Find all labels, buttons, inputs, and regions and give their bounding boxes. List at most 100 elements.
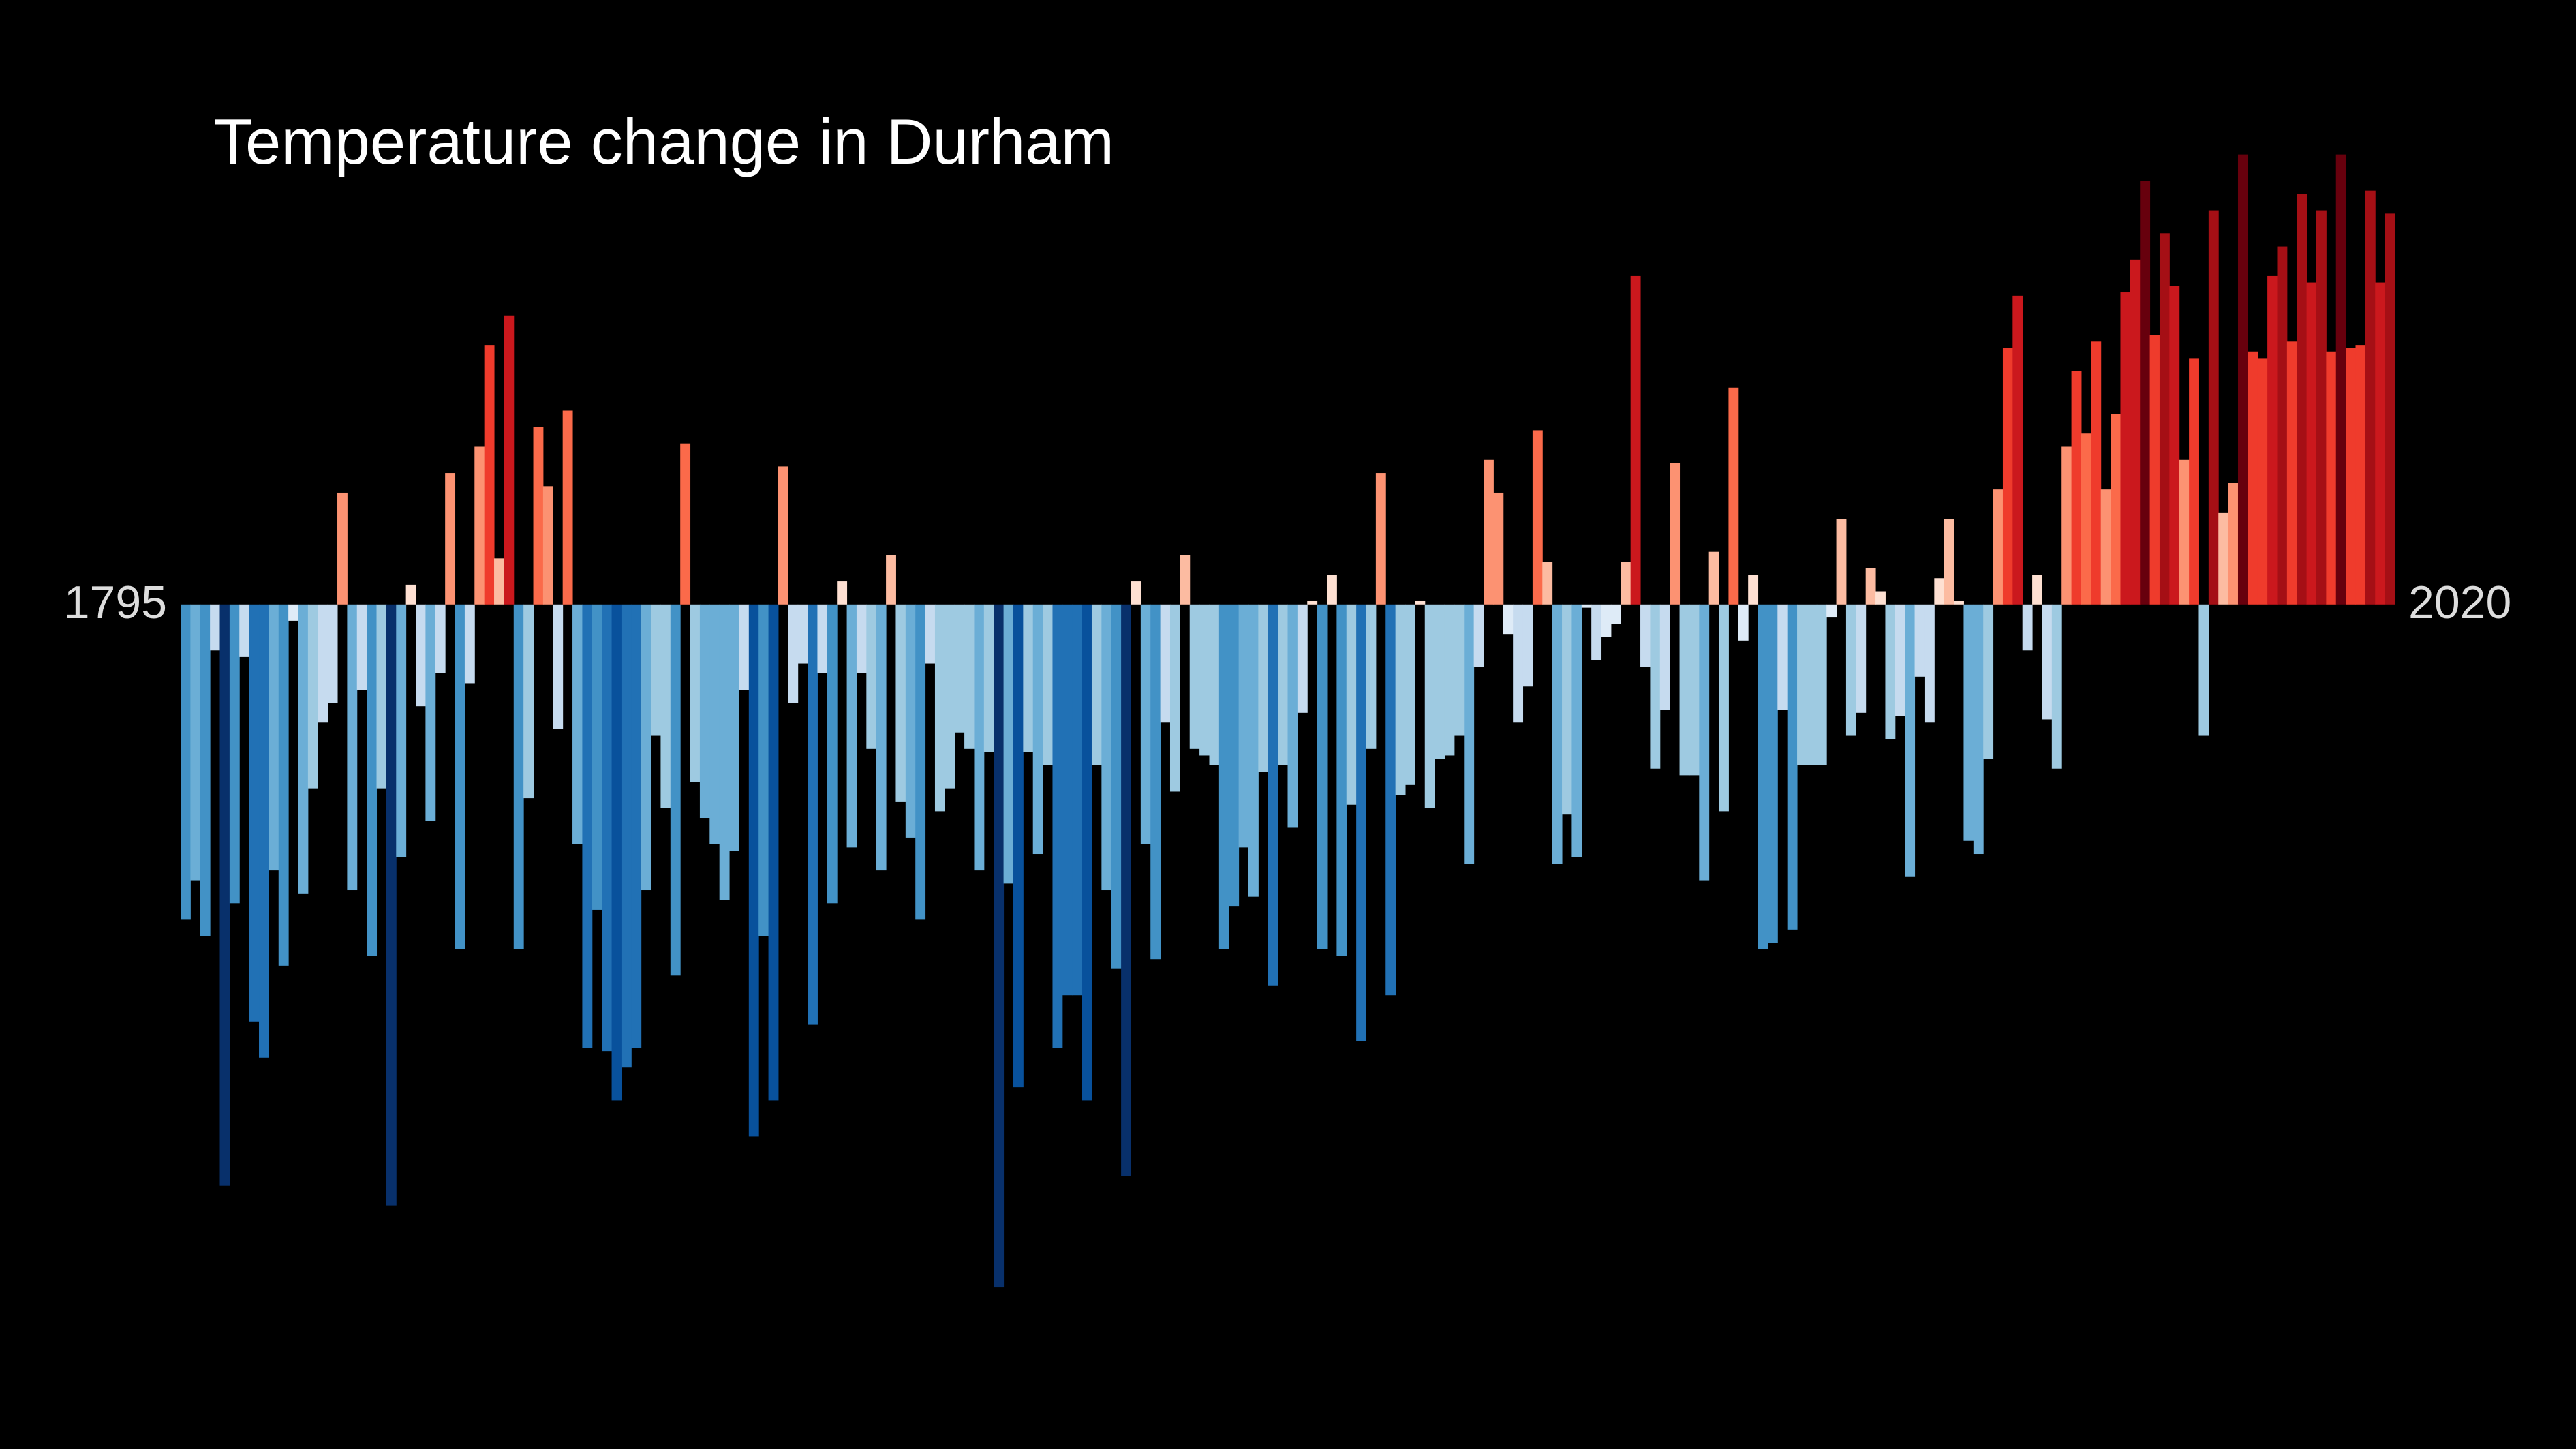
bar (1473, 604, 1484, 667)
bar (729, 604, 739, 851)
bar (778, 466, 788, 605)
bar (2297, 194, 2307, 605)
bar (1062, 604, 1073, 996)
bar (269, 604, 279, 871)
bar (1385, 604, 1396, 996)
bar (318, 604, 328, 723)
bar (827, 604, 838, 904)
bar (2375, 282, 2386, 605)
bar (1973, 604, 1984, 855)
bar (2032, 575, 2042, 605)
bar (719, 604, 730, 900)
bar (1905, 604, 1916, 877)
bar (1738, 604, 1749, 641)
bar (1699, 604, 1710, 881)
bar (1346, 604, 1357, 805)
bar (1150, 604, 1161, 960)
bar (572, 604, 583, 844)
bar (670, 604, 681, 976)
bar (660, 604, 671, 808)
bar (210, 604, 221, 651)
bar (1052, 604, 1063, 1048)
bar (611, 604, 622, 1101)
bar (1845, 604, 1856, 736)
bar (817, 604, 828, 673)
bar (1013, 604, 1024, 1088)
bar (1797, 604, 1807, 765)
bar (1395, 604, 1406, 795)
bar (934, 604, 945, 812)
bar (513, 604, 524, 949)
bar (1571, 604, 1582, 857)
bar (1032, 604, 1043, 855)
bar (278, 604, 289, 966)
bar (1934, 578, 1945, 605)
bar (1405, 604, 1415, 785)
bar (504, 315, 515, 605)
bar (2237, 154, 2248, 605)
bar (307, 604, 318, 789)
bar (1278, 604, 1288, 765)
bar (1435, 604, 1445, 759)
bar (2306, 282, 2317, 605)
bar (327, 604, 338, 703)
bar (905, 604, 916, 838)
bar (2051, 604, 2062, 769)
bar (1169, 604, 1180, 792)
bar (1287, 604, 1298, 828)
bar (1670, 463, 1681, 605)
bar (1209, 604, 1220, 765)
bar (2198, 604, 2209, 736)
bar (1719, 604, 1729, 812)
bar (2346, 348, 2356, 605)
bar (2169, 286, 2180, 605)
bar (2061, 446, 2072, 605)
bar (405, 584, 416, 605)
bar (2012, 295, 2023, 605)
bar (808, 604, 818, 1025)
bar (1072, 604, 1083, 996)
bar (964, 604, 975, 749)
bar (1748, 575, 1759, 605)
bar (190, 604, 201, 881)
bar (1621, 562, 1631, 605)
bar (435, 604, 446, 673)
bar (2267, 275, 2278, 605)
bar (2218, 512, 2229, 605)
bar (1630, 275, 1641, 605)
bar (925, 604, 936, 664)
bar (739, 604, 750, 690)
bar (945, 604, 955, 789)
bar (2385, 213, 2395, 605)
bar (1043, 604, 1053, 765)
bar (1189, 604, 1200, 749)
bar (1924, 604, 1935, 723)
bar (1983, 604, 1994, 759)
bar (2179, 459, 2190, 605)
bar (592, 604, 602, 910)
bar (983, 604, 994, 752)
bar (2149, 335, 2160, 605)
bar (1601, 604, 1612, 637)
bar (1807, 604, 1818, 765)
bar (1758, 604, 1768, 949)
bar (2208, 210, 2219, 605)
bar (1708, 551, 1719, 605)
bar (788, 604, 799, 703)
bar (680, 443, 691, 605)
bar (533, 427, 544, 605)
bar (181, 604, 191, 920)
bar (1591, 604, 1602, 660)
bar (876, 604, 887, 871)
bar (895, 604, 906, 802)
bar (2335, 154, 2346, 605)
bar (1728, 387, 1739, 605)
bar (866, 604, 877, 749)
x-tick-label: 1795 (64, 577, 167, 628)
bar (2130, 259, 2141, 605)
bar (846, 604, 857, 848)
bar (229, 604, 240, 904)
bar (1297, 604, 1308, 713)
bar (2159, 233, 2170, 605)
bar (562, 410, 573, 605)
